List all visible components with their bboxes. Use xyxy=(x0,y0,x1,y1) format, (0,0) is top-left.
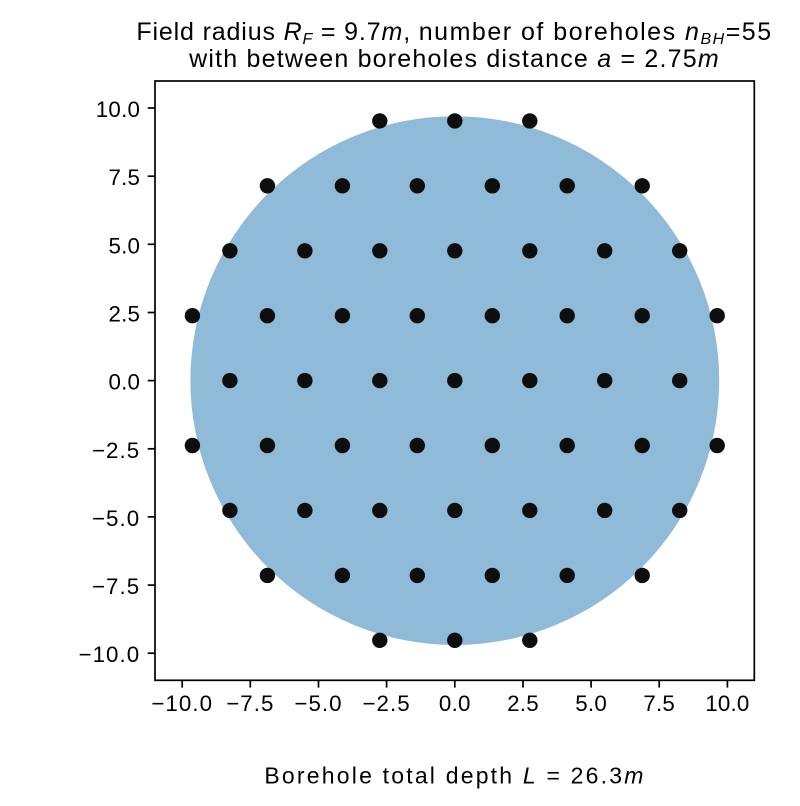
svg-text:5.0: 5.0 xyxy=(108,233,140,258)
svg-text:5.0: 5.0 xyxy=(575,691,607,716)
svg-text:−7.5: −7.5 xyxy=(92,574,140,599)
svg-text:−2.5: −2.5 xyxy=(362,691,410,716)
svg-text:−10.0: −10.0 xyxy=(79,642,141,667)
svg-text:7.5: 7.5 xyxy=(643,691,675,716)
svg-text:0.0: 0.0 xyxy=(108,370,140,395)
svg-text:−5.0: −5.0 xyxy=(92,506,140,531)
svg-text:0.0: 0.0 xyxy=(439,691,471,716)
svg-text:−5.0: −5.0 xyxy=(294,691,342,716)
svg-text:Borehole total depth L = 26.3m: Borehole total depth L = 26.3m xyxy=(264,763,645,789)
svg-text:7.5: 7.5 xyxy=(108,165,140,190)
svg-text:−7.5: −7.5 xyxy=(226,691,274,716)
svg-text:−10.0: −10.0 xyxy=(151,691,213,716)
svg-text:10.0: 10.0 xyxy=(705,691,749,716)
svg-text:10.0: 10.0 xyxy=(96,97,140,122)
svg-text:Field radius RF = 9.7m, number: Field radius RF = 9.7m, number of boreho… xyxy=(136,18,772,48)
svg-text:2.5: 2.5 xyxy=(507,691,539,716)
svg-text:−2.5: −2.5 xyxy=(92,438,140,463)
svg-text:with between boreholes distanc: with between boreholes distance a = 2.75… xyxy=(188,45,720,73)
svg-text:2.5: 2.5 xyxy=(108,302,140,327)
